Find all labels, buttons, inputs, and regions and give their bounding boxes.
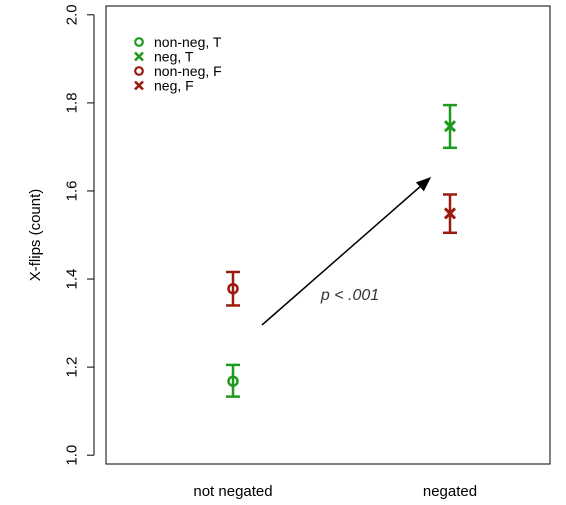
legend-marker [135,82,143,90]
x-tick-label: negated [423,483,477,500]
x-tick-label: not negated [193,483,272,500]
legend-marker [135,53,143,61]
y-tick-label: 2.0 [64,4,81,25]
legend-marker [135,67,143,75]
legend-marker [135,38,143,46]
y-axis: 1.0 1.2 1.4 1.6 1.8 2.0 [64,4,95,465]
y-tick-label: 1.6 [64,181,81,202]
legend-label: neg, F [154,78,194,94]
annotation-label: p < .001 [320,287,379,304]
data-points [229,121,456,385]
y-axis-title: X-flips (count) [27,189,44,282]
y-tick-label: 1.0 [64,445,81,466]
y-tick-label: 1.4 [64,269,81,290]
annotations: p < .001 [262,178,430,325]
y-tick-label: 1.8 [64,92,81,113]
y-tick-label: 1.2 [64,357,81,378]
x-axis: not negated negated [193,483,477,500]
error-bars [226,105,457,397]
